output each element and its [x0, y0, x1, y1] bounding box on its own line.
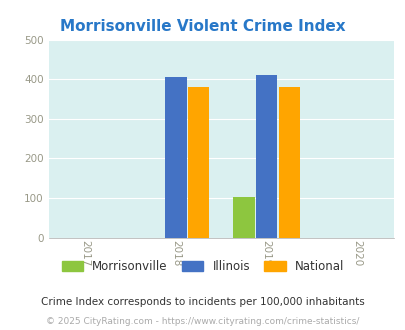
Bar — [165, 77, 186, 238]
Bar — [188, 87, 209, 238]
Text: Crime Index corresponds to incidents per 100,000 inhabitants: Crime Index corresponds to incidents per… — [41, 297, 364, 307]
Legend: Morrisonville, Illinois, National: Morrisonville, Illinois, National — [62, 260, 343, 273]
Bar — [278, 87, 299, 238]
Text: Morrisonville Violent Crime Index: Morrisonville Violent Crime Index — [60, 19, 345, 34]
Bar — [232, 197, 254, 238]
Bar — [255, 75, 277, 238]
Text: © 2025 CityRating.com - https://www.cityrating.com/crime-statistics/: © 2025 CityRating.com - https://www.city… — [46, 317, 359, 326]
